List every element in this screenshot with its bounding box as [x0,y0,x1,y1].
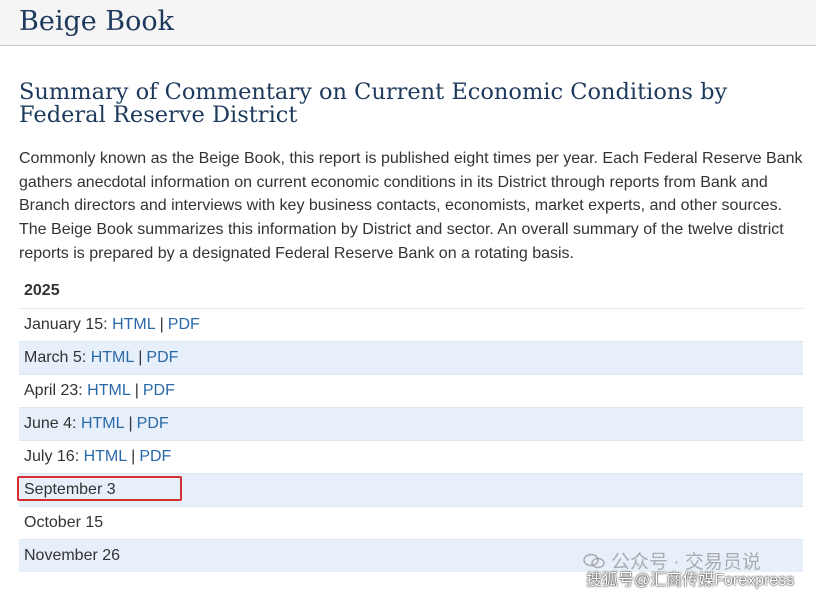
wechat-icon [583,553,605,568]
html-link[interactable]: HTML [80,415,125,432]
report-list: January 15: HTML | PDF March 5: HTML | PDF A… [19,308,803,572]
highlight-annotation [17,476,182,501]
list-item: January 15: HTML | PDF [19,308,803,341]
report-date: November 26 [24,547,121,564]
report-date: June 4: [24,415,77,432]
list-item: November 26 [19,539,803,572]
site-title[interactable]: Beige Book [19,6,175,37]
html-link[interactable]: HTML [112,316,156,333]
pdf-link[interactable]: PDF [136,415,169,432]
pdf-link[interactable]: PDF [142,382,175,399]
separator: | [128,415,133,432]
separator: | [134,382,139,399]
site-header: Beige Book [0,0,816,46]
separator: | [159,316,164,333]
pdf-link[interactable]: PDF [146,349,179,366]
list-item: March 5: HTML | PDF [19,341,803,374]
list-item: October 15 [19,506,803,539]
report-date: March 5: [24,349,87,366]
pdf-link[interactable]: PDF [139,448,172,465]
watermark-wechat: 公众号 · 交易员说 [583,547,761,574]
report-date: January 15: [24,316,108,333]
report-date: April 23: [24,382,83,399]
pdf-link[interactable]: PDF [167,316,200,333]
report-date: October 15 [24,514,104,531]
separator: | [131,448,136,465]
page-title: Summary of Commentary on Current Economi… [19,79,728,128]
list-item: April 23: HTML | PDF [19,374,803,407]
watermark-text: 公众号 · 交易员说 [611,552,761,573]
list-item: June 4: HTML | PDF [19,407,803,440]
year-heading: 2025 [24,282,60,299]
report-date: September 3 [24,481,116,498]
list-item: July 16: HTML | PDF [19,440,803,473]
separator: | [138,349,143,366]
watermark-sohu: 搜狐号@汇商传媒Forexpress [586,572,795,589]
intro-paragraph: Commonly known as the Beige Book, this r… [19,150,803,262]
html-link[interactable]: HTML [83,448,128,465]
html-link[interactable]: HTML [90,349,135,366]
html-link[interactable]: HTML [87,382,131,399]
report-date: July 16: [24,448,80,465]
